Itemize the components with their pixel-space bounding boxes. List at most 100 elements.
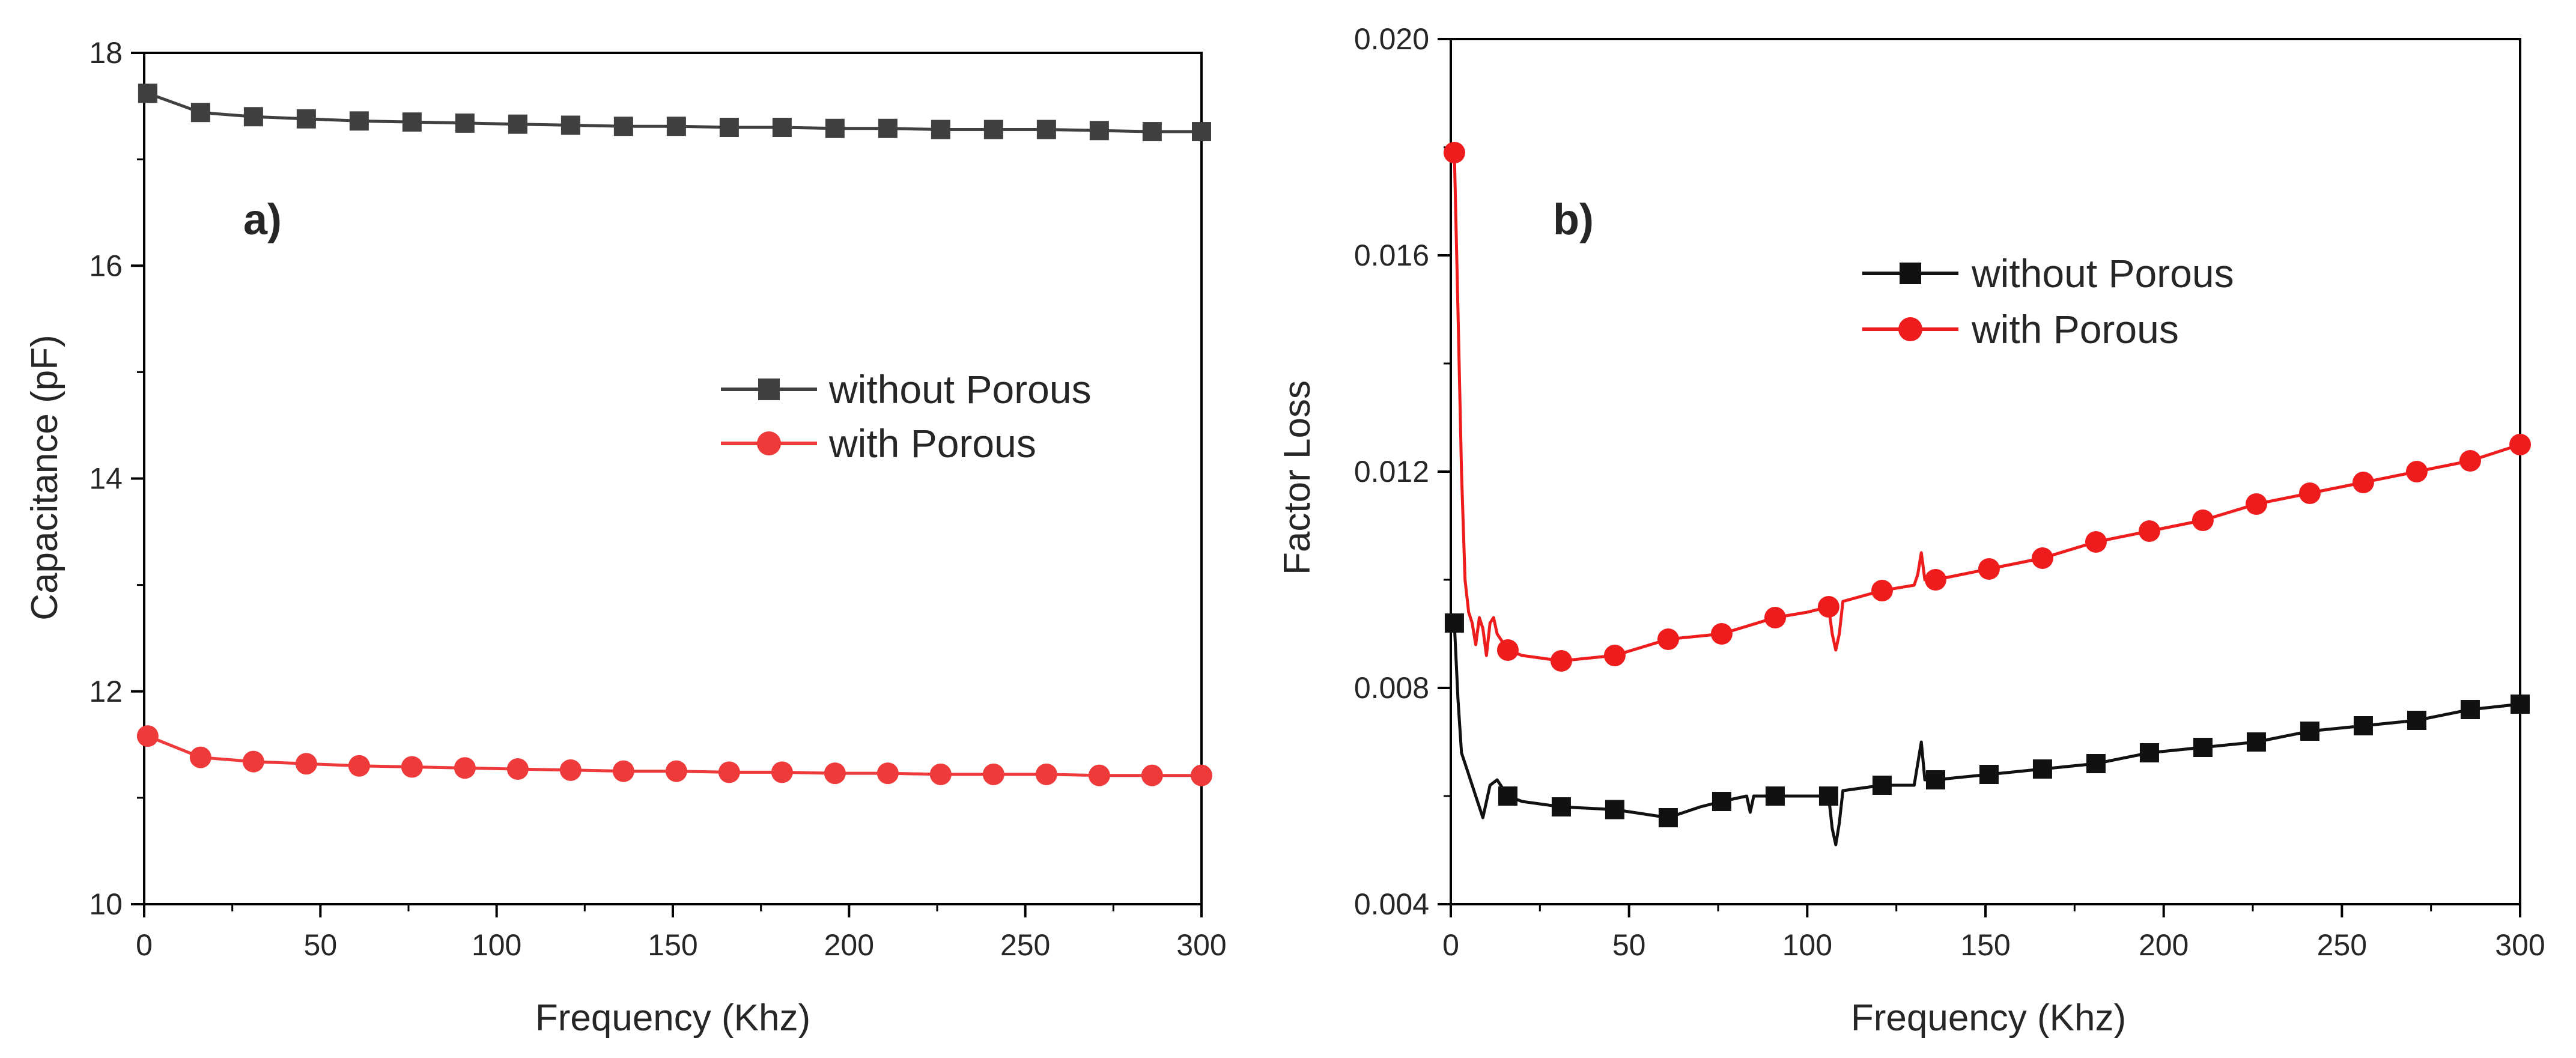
panel-b-data-point-without-porous: [2511, 695, 2530, 714]
panel-a-x-axis-title: Frequency (Khz): [535, 997, 810, 1039]
panel-b-data-point-with-porous: [2352, 472, 2374, 493]
panel-a-data-point-without-porous: [508, 114, 527, 134]
panel-b-data-point-with-porous: [1603, 645, 1626, 666]
panel-b-data-point-with-porous: [1657, 628, 1679, 650]
panel-a-x-tick-label: 0: [136, 928, 153, 962]
panel-a-capacitance-chart: 0 50 100 150 200 250 300 10 12 14 16 18 a) Frequenc…: [24, 36, 1227, 1039]
panel-b-data-point-with-porous: [1978, 558, 2000, 580]
panel-a-data-point-without-porous: [455, 113, 475, 133]
panel-a-y-tick-label: 10: [89, 887, 123, 921]
panel-b-data-point-without-porous: [2353, 716, 2373, 735]
panel-b-y-axis-title: Factor Loss: [1277, 380, 1318, 575]
panel-b-data-point-without-porous: [1925, 770, 1945, 789]
panel-a-ticks: 0 50 100 150 200 250 300 10 12 14 16 18: [89, 36, 1226, 962]
panel-a-data-point-without-porous: [1142, 122, 1162, 142]
panel-b-y-tick-label: 0.004: [1354, 887, 1429, 921]
panel-a-data-point-without-porous: [931, 120, 950, 139]
panel-b-data-point-with-porous: [1871, 580, 1893, 601]
panel-b-data-point-without-porous: [2407, 711, 2426, 730]
panel-a-data-point-with-porous: [1191, 764, 1212, 786]
panel-b-data-point-with-porous: [1443, 142, 1465, 163]
panel-b-data-point-without-porous: [2086, 754, 2106, 773]
panel-a-data-point-with-porous: [1141, 764, 1163, 786]
panel-b-data-point-without-porous: [1605, 800, 1624, 819]
panel-b-ticks: 0 50 100 150 200 250 300 0.004 0.008 0.012 0.016 0.…: [1354, 22, 2545, 962]
panel-a-data-point-with-porous: [824, 762, 846, 785]
panel-b-data-point-without-porous: [2193, 738, 2213, 757]
panel-b-data-point-without-porous: [1658, 808, 1678, 827]
panel-b-data-point-with-porous: [2192, 509, 2214, 531]
panel-a-data-point-with-porous: [929, 763, 952, 785]
panel-b-legend-marker-with-porous: [1898, 317, 1922, 341]
panel-b-x-tick-label: 50: [1612, 928, 1646, 962]
panel-a-data-point-with-porous: [506, 758, 529, 780]
panel-b-data-point-with-porous: [1924, 569, 1946, 591]
panel-b-legend-marker-without-porous: [1900, 263, 1921, 284]
panel-a-data-point-with-porous: [1035, 763, 1057, 785]
panel-b-data-point-with-porous: [2459, 450, 2481, 472]
panel-a-data-point-with-porous: [559, 759, 582, 781]
panel-b-data-point-without-porous: [1818, 786, 1838, 806]
panel-a-data-point-without-porous: [825, 118, 845, 138]
panel-b-data-point-with-porous: [1496, 639, 1519, 661]
panel-b-y-tick-label: 0.016: [1354, 239, 1429, 272]
panel-a-data-point-with-porous: [295, 753, 317, 775]
panel-a-data-point-with-porous: [612, 760, 634, 782]
panel-b-y-tick-label: 0.008: [1354, 671, 1429, 705]
panel-b-data-point-without-porous: [2139, 743, 2159, 762]
panel-a-legend: without Porous with Porous: [721, 367, 1092, 466]
panel-b-y-tick-label: 0.020: [1354, 22, 1429, 56]
panel-b-legend-label-with-porous: with Porous: [1971, 307, 2179, 351]
panel-a-data-point-with-porous: [401, 756, 423, 778]
panel-b-data-point-with-porous: [2298, 482, 2321, 504]
panel-b-x-tick-label: 100: [1782, 928, 1832, 962]
panel-b-x-tick-label: 200: [2139, 928, 2189, 962]
panel-a-data-point-with-porous: [876, 762, 899, 785]
panel-a-data-point-with-porous: [982, 763, 1004, 785]
panel-b-x-tick-label: 0: [1442, 928, 1459, 962]
panel-a-legend-label-without-porous: without Porous: [828, 367, 1092, 412]
panel-b-x-axis-title: Frequency (Khz): [1851, 997, 2126, 1039]
panel-a-legend-marker-with-porous: [757, 431, 781, 455]
panel-b-data-point-with-porous: [2138, 520, 2160, 542]
panel-b-data-point-without-porous: [1444, 613, 1464, 633]
panel-b-legend-label-without-porous: without Porous: [1971, 251, 2234, 296]
panel-a-legend-label-with-porous: with Porous: [828, 421, 1036, 466]
panel-a-data-point-with-porous: [454, 757, 476, 779]
panel-b-x-tick-label: 150: [1960, 928, 2010, 962]
panel-b-data-point-without-porous: [2300, 722, 2319, 741]
panel-a-data-point-without-porous: [772, 117, 792, 137]
panel-b-data-point-with-porous: [1817, 596, 1839, 618]
panel-b-data-point-with-porous: [1550, 650, 1572, 672]
panel-a-data-point-with-porous: [1088, 764, 1110, 786]
panel-a-y-tick-label: 14: [89, 462, 123, 496]
panel-b-data-point-with-porous: [1710, 623, 1733, 645]
panel-a-data-point-with-porous: [136, 725, 159, 747]
panel-a-data-point-without-porous: [878, 118, 898, 138]
panel-b-data-point-with-porous: [2509, 434, 2531, 455]
panel-a-data-point-with-porous: [665, 760, 687, 782]
panel-b-label: b): [1553, 196, 1594, 244]
panel-a-data-point-without-porous: [1089, 121, 1109, 141]
panel-a-data-point-with-porous: [718, 761, 740, 783]
panel-a-data-point-without-porous: [402, 112, 422, 132]
panel-b-factor-loss-chart: 0 50 100 150 200 250 300 0.004 0.008 0.012 0.016 0.…: [1277, 22, 2545, 1039]
panel-a-data-point-without-porous: [190, 103, 210, 123]
panel-a-data-point-without-porous: [719, 117, 739, 137]
panel-b-legend: without Porous with Porous: [1862, 251, 2234, 351]
panel-a-x-tick-label: 100: [472, 928, 521, 962]
panel-a-x-tick-label: 150: [648, 928, 697, 962]
panel-b-data-point-without-porous: [1979, 765, 1999, 784]
panel-a-data-point-with-porous: [348, 755, 370, 777]
panel-a-legend-marker-without-porous: [758, 379, 780, 400]
panel-b-data-point-without-porous: [2032, 759, 2052, 779]
panel-b-data-point-without-porous: [2460, 700, 2480, 719]
panel-b-data-point-without-porous: [1872, 776, 1892, 795]
panel-a-data-point-without-porous: [666, 117, 686, 136]
panel-b-data-point-without-porous: [1498, 786, 1517, 806]
panel-b-x-tick-label: 250: [2317, 928, 2367, 962]
panel-b-data-point-without-porous: [1551, 797, 1571, 816]
panel-a-markers: [136, 84, 1212, 786]
panel-a-data-point-without-porous: [243, 107, 263, 127]
